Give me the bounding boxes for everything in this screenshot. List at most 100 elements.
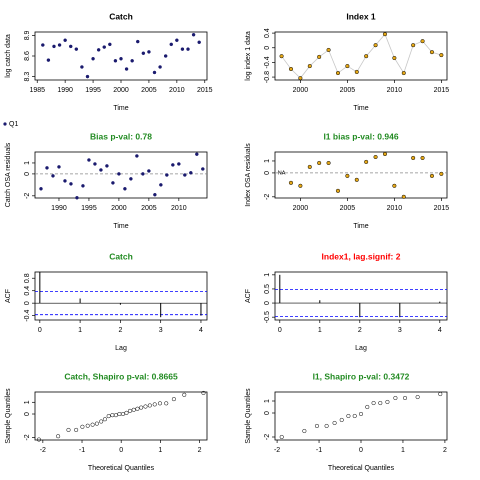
x-tick-label: 2010 <box>171 205 187 212</box>
data-point <box>385 399 390 405</box>
data-point <box>113 413 118 418</box>
x-tick-label: -1 <box>79 447 85 454</box>
x-tick-label: 3 <box>159 327 163 334</box>
data-point <box>139 405 144 410</box>
data-point <box>191 32 196 37</box>
x-tick-label: 2000 <box>113 87 129 94</box>
y-axis-label: Sample Quantiles <box>245 388 252 444</box>
x-tick-label: -2 <box>40 447 46 454</box>
x-tick-label: 2000 <box>111 205 127 212</box>
panel-title: I1 bias p-val: 0.946 <box>323 131 398 141</box>
data-point <box>120 411 126 417</box>
data-point <box>335 188 341 193</box>
data-point <box>157 401 163 406</box>
data-point <box>111 181 115 185</box>
data-point <box>80 65 84 69</box>
plot-frame <box>34 151 208 199</box>
data-point <box>141 51 146 56</box>
plot-frame <box>34 31 208 81</box>
data-point <box>186 47 190 51</box>
data-point <box>130 59 134 63</box>
data-point <box>411 43 416 48</box>
data-point <box>279 434 284 440</box>
x-axis-label: Time <box>353 105 368 112</box>
data-point <box>90 422 95 427</box>
data-point <box>180 47 185 51</box>
y-tick-label: 0.8 <box>24 273 31 283</box>
data-point <box>75 196 79 200</box>
plot-frame <box>274 31 448 81</box>
data-point <box>171 163 175 167</box>
panel-title: Index1, lag.signif: 2 <box>322 251 401 261</box>
data-point <box>401 70 406 76</box>
data-point <box>81 184 85 188</box>
data-point <box>74 427 79 432</box>
data-point <box>288 180 294 185</box>
data-point <box>352 413 357 419</box>
y-tick-label: -0.8 <box>264 71 271 83</box>
data-point <box>63 179 67 183</box>
y-axis-label: log catch data <box>5 34 12 78</box>
data-point <box>108 42 112 47</box>
data-point <box>110 413 115 418</box>
panel-title: Bias p-val: 0.78 <box>90 131 152 141</box>
x-tick-label: 2005 <box>141 87 157 94</box>
data-point <box>279 54 284 59</box>
data-point <box>135 154 139 158</box>
data-point <box>324 423 329 429</box>
x-tick-label: 2010 <box>169 87 185 94</box>
y-tick-label: -2 <box>24 434 31 440</box>
data-point <box>354 177 359 182</box>
data-point <box>307 164 312 169</box>
panel-title: Catch, Shapiro p-val: 0.8665 <box>64 371 178 381</box>
data-point <box>420 39 425 44</box>
x-tick-label: 1985 <box>29 87 45 94</box>
x-axis-label: Time <box>113 223 128 230</box>
y-tick-label: 0 <box>24 412 31 416</box>
y-tick-label: 0.4 <box>24 286 31 296</box>
data-point <box>63 38 67 42</box>
x-tick-label: 2015 <box>434 87 450 94</box>
data-point <box>153 192 157 197</box>
x-tick-label: 1995 <box>85 87 101 94</box>
data-point <box>429 173 435 178</box>
x-tick-label: 0 <box>38 327 42 334</box>
data-point <box>339 417 344 423</box>
data-point <box>439 171 444 176</box>
data-point <box>147 50 151 54</box>
x-axis-label: Theoretical Quantiles <box>88 465 155 472</box>
data-point <box>183 173 187 177</box>
data-point <box>124 67 129 71</box>
annotation: NA <box>278 170 286 176</box>
y-tick-label: 0 <box>24 301 31 305</box>
data-point <box>326 160 331 166</box>
y-axis-label: log index 1 data <box>245 31 252 81</box>
data-point <box>201 167 205 171</box>
data-point <box>373 154 378 160</box>
data-point <box>169 42 174 47</box>
data-point <box>102 417 107 422</box>
y-tick-label: -2 <box>24 193 31 199</box>
data-point <box>147 169 151 173</box>
data-point <box>345 64 350 69</box>
y-tick-label: -0.5 <box>264 311 271 323</box>
x-tick-label: 1 <box>78 327 82 334</box>
data-point <box>68 44 73 49</box>
data-point <box>165 173 169 177</box>
plot-frame <box>274 151 448 199</box>
x-tick-label: 2010 <box>387 205 403 212</box>
x-axis-label: Lag <box>115 345 127 352</box>
panel-title: I1, Shapiro p-val: 0.3472 <box>313 371 410 381</box>
data-point <box>298 76 303 81</box>
data-point <box>117 172 121 176</box>
data-point <box>85 74 90 79</box>
y-tick-label: 0 <box>264 171 271 175</box>
data-point <box>332 420 337 426</box>
data-point <box>365 404 370 410</box>
x-tick-label: 3 <box>398 327 402 334</box>
x-tick-label: 4 <box>438 327 442 334</box>
x-tick-label: 2 <box>118 327 122 334</box>
data-point <box>46 58 51 62</box>
legend-label: Q1 <box>9 121 18 128</box>
data-point <box>201 390 206 395</box>
